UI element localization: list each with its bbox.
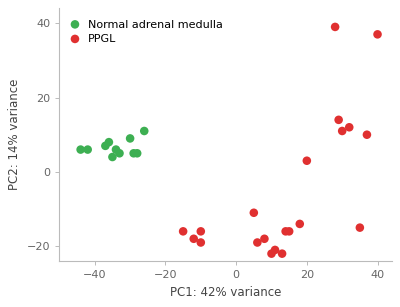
Normal adrenal medulla (106, 140, 112, 145)
PPGL (346, 125, 352, 130)
PPGL (304, 158, 310, 163)
Normal adrenal medulla (109, 154, 116, 159)
PPGL (268, 251, 275, 256)
PPGL (364, 132, 370, 137)
Normal adrenal medulla (130, 151, 137, 156)
PPGL (254, 240, 260, 245)
PPGL (332, 25, 338, 29)
PPGL (272, 247, 278, 252)
Y-axis label: PC2: 14% variance: PC2: 14% variance (8, 79, 21, 190)
Normal adrenal medulla (116, 151, 123, 156)
PPGL (261, 236, 268, 241)
PPGL (282, 229, 289, 234)
Normal adrenal medulla (84, 147, 91, 152)
Normal adrenal medulla (113, 147, 119, 152)
PPGL (279, 251, 285, 256)
Legend: Normal adrenal medulla, PPGL: Normal adrenal medulla, PPGL (65, 14, 229, 50)
Normal adrenal medulla (102, 143, 108, 148)
PPGL (296, 221, 303, 226)
PPGL (374, 32, 381, 37)
PPGL (251, 210, 257, 215)
X-axis label: PC1: 42% variance: PC1: 42% variance (170, 286, 281, 299)
PPGL (336, 117, 342, 122)
PPGL (286, 229, 292, 234)
PPGL (339, 129, 345, 134)
Normal adrenal medulla (141, 129, 148, 134)
PPGL (190, 236, 197, 241)
Normal adrenal medulla (127, 136, 133, 141)
Normal adrenal medulla (78, 147, 84, 152)
PPGL (180, 229, 186, 234)
PPGL (198, 229, 204, 234)
Normal adrenal medulla (134, 151, 140, 156)
PPGL (357, 225, 363, 230)
PPGL (198, 240, 204, 245)
